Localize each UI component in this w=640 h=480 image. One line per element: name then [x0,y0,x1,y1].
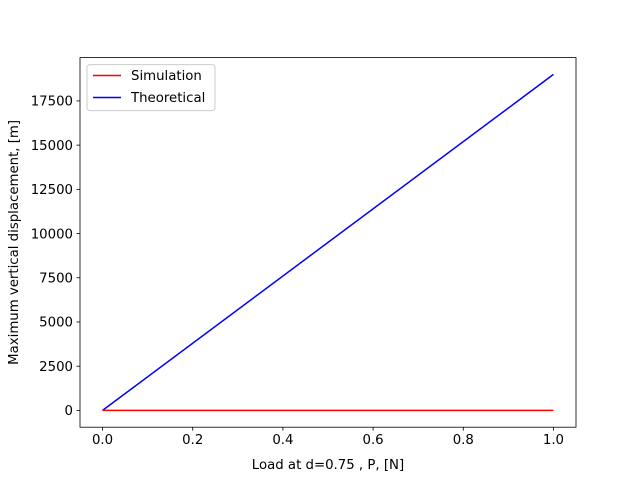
x-tick-label: 0.0 [92,433,113,448]
x-tick-label: 0.2 [182,433,203,448]
y-tick-label: 12500 [31,183,73,198]
y-tick-label: 0 [65,404,73,419]
x-tick-label: 1.0 [543,433,564,448]
x-tick-label: 0.8 [453,433,474,448]
y-tick-label: 2500 [39,360,73,375]
y-tick-label: 10000 [31,227,73,242]
series-layer [102,73,554,412]
y-tick-label: 17500 [31,95,73,110]
x-axis-ticks: 0.0 0.2 0.4 0.6 0.8 1.0 [92,427,564,448]
x-axis-label: Load at d=0.75 , P, [N] [252,458,404,473]
legend: Simulation Theoretical [86,64,216,112]
y-axis-label: Maximum vertical displacement, [m] [7,120,22,365]
x-tick-label: 0.6 [363,433,384,448]
y-tick-label: 7500 [39,271,73,286]
plot-frame [79,57,577,428]
series-line-theoretical [102,73,554,412]
y-tick-label: 5000 [39,316,73,331]
y-tick-label: 15000 [31,139,73,154]
y-axis-ticks: 0 2500 5000 7500 10000 12500 15000 17500 [31,95,80,419]
legend-label-theoretical: Theoretical [130,91,205,106]
x-tick-label: 0.4 [272,433,293,448]
legend-label-simulation: Simulation [131,69,202,84]
